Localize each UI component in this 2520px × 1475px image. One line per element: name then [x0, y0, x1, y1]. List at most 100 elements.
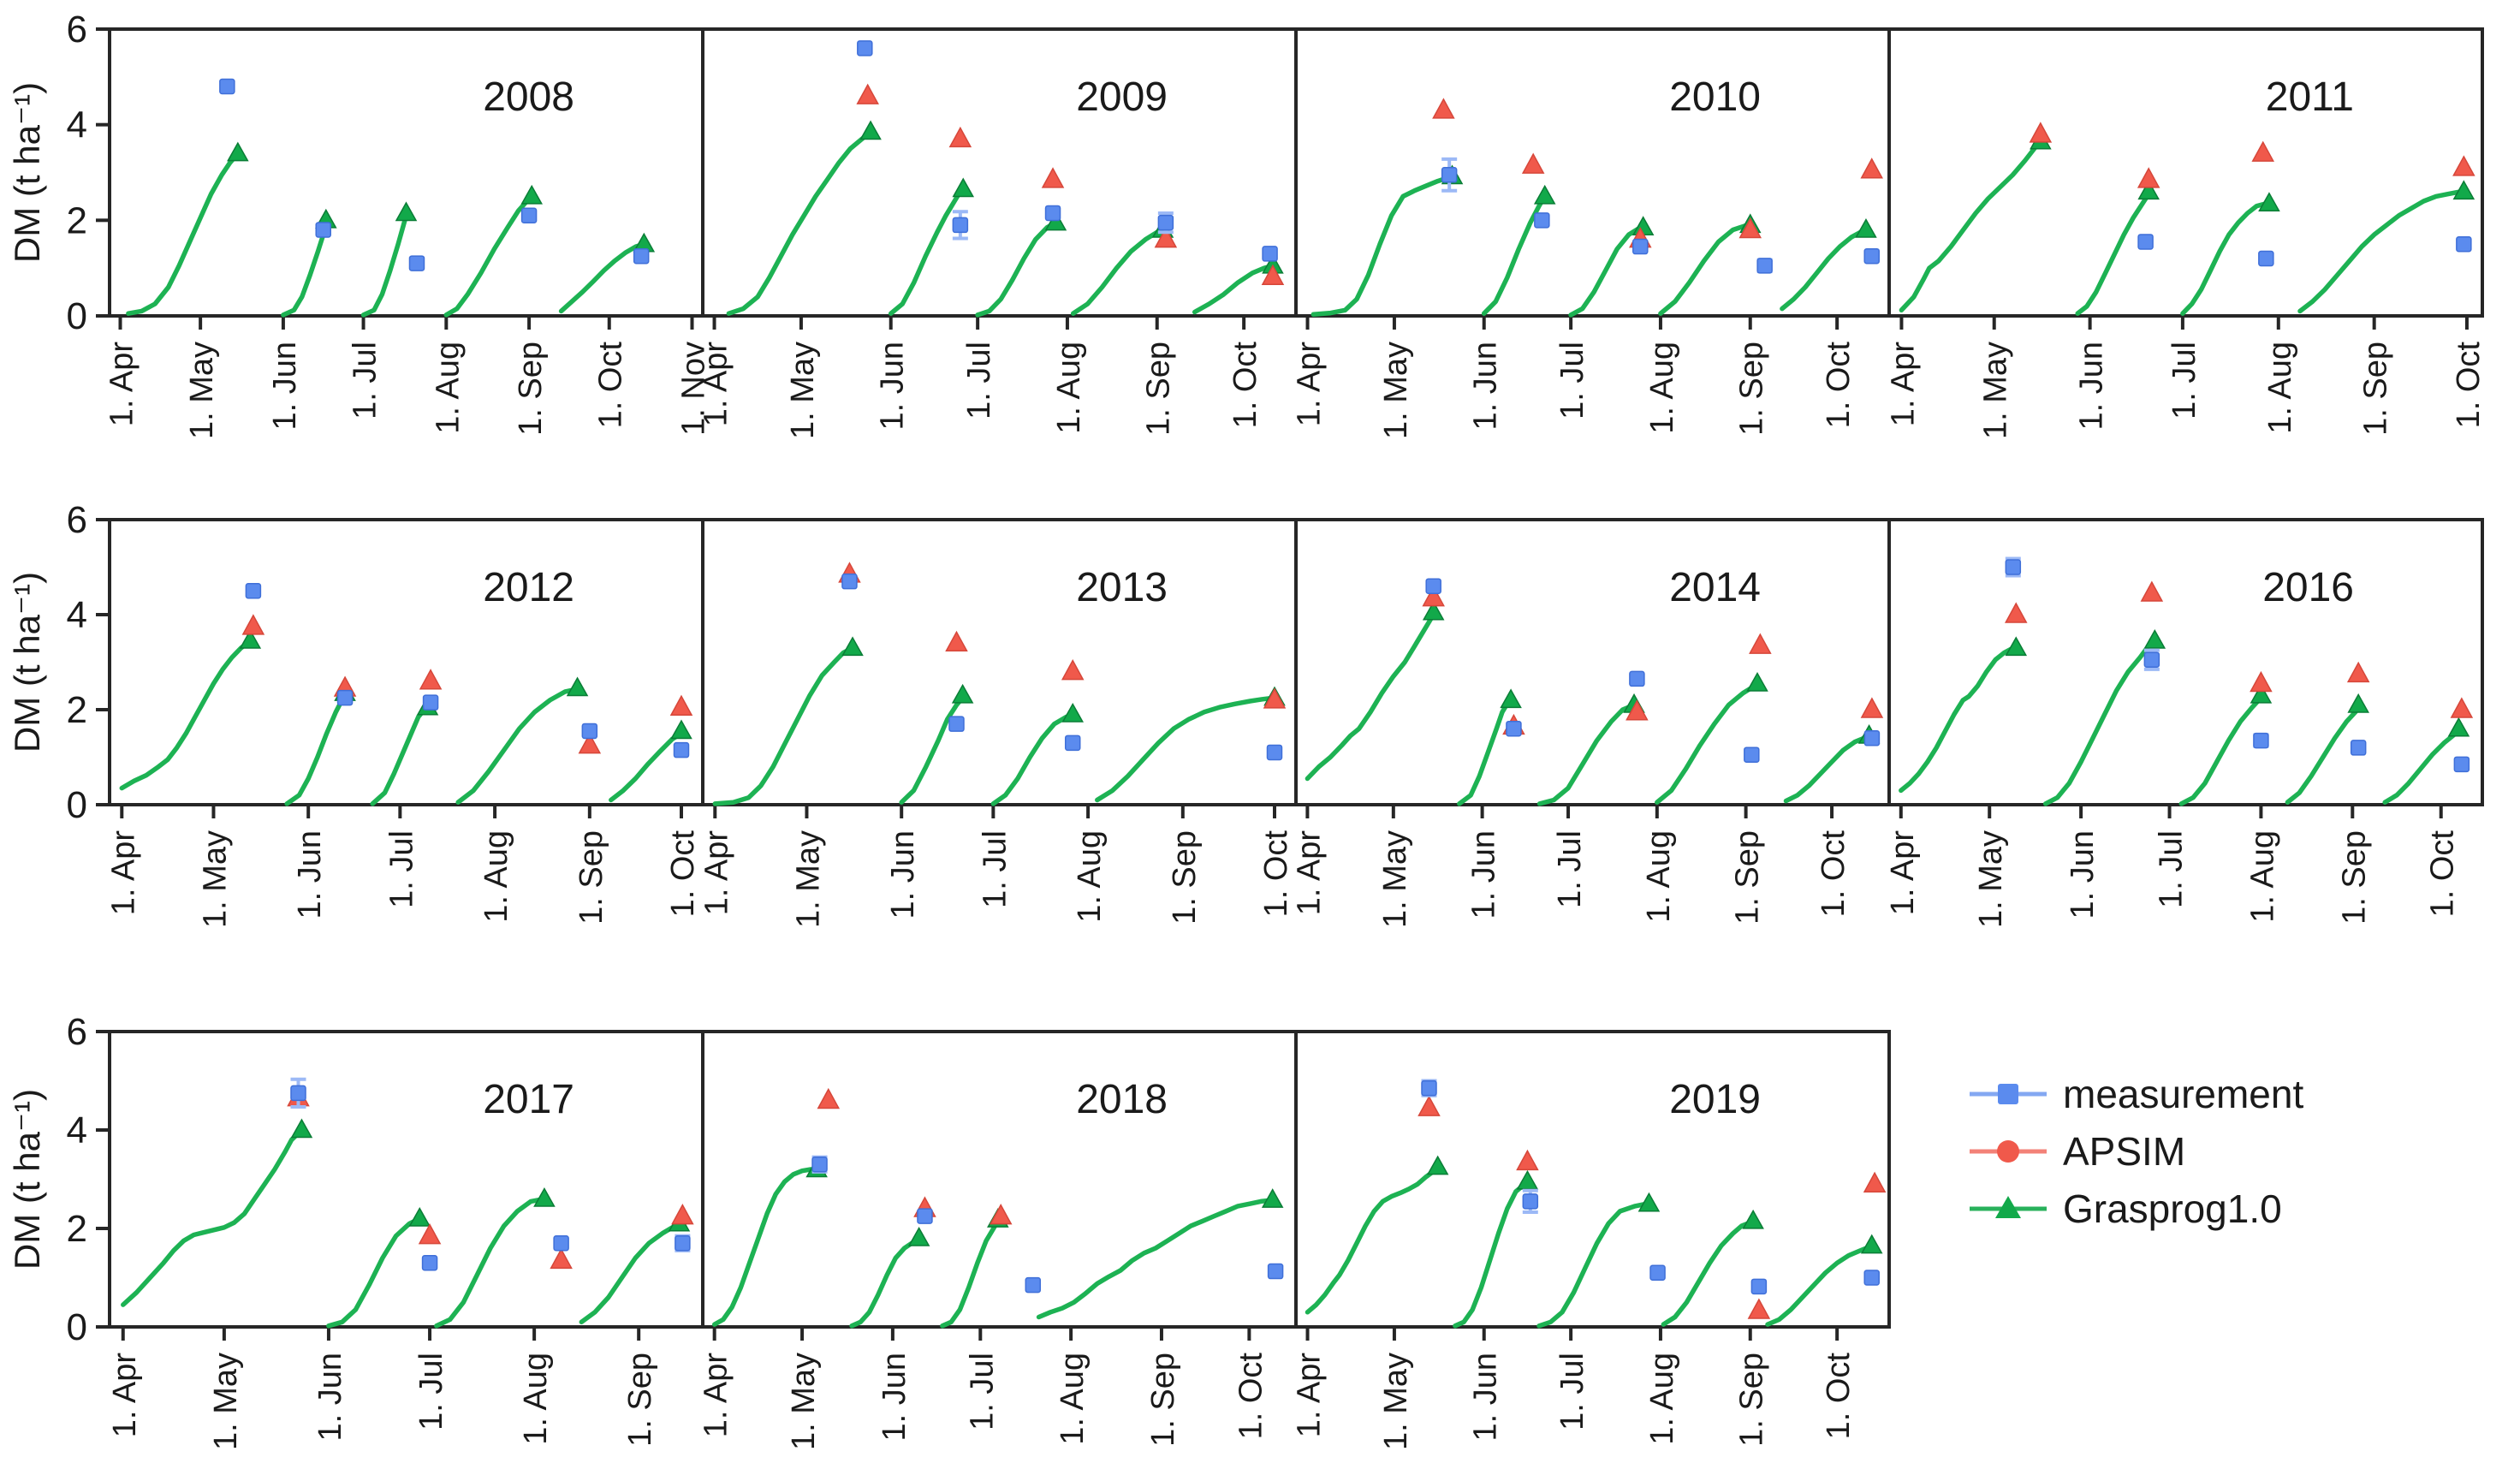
measurement-point [1750, 1278, 1768, 1295]
measurement-point [633, 247, 650, 265]
panel-border [701, 1030, 1298, 1329]
legend-item-grasprog: Grasprog1.0 [1967, 1180, 2303, 1237]
grasprog-point [408, 1206, 431, 1227]
panel-border [108, 1030, 704, 1329]
x-tick-label: 1. Sep [2358, 342, 2394, 436]
panel-border [701, 27, 1298, 318]
y-tick-label: 4 [67, 104, 87, 146]
measurement-point [1064, 735, 1081, 752]
apsim-point [1626, 699, 1649, 721]
y-tick-label: 2 [67, 689, 87, 731]
year-label: 2009 [1076, 74, 1168, 120]
grasprog-point [290, 1118, 313, 1139]
x-tick-label: 1. May [1378, 1353, 1414, 1450]
grasprog-point [1516, 1169, 1539, 1190]
x-tick-label: 1. Oct [1233, 1353, 1269, 1440]
measurement-point [219, 78, 235, 95]
measurement-point [857, 40, 873, 57]
x-tick-label: 1. Jul [1554, 342, 1590, 419]
apsim-point [669, 694, 693, 716]
y-axis-title: DM (t ha⁻¹) [7, 572, 47, 752]
grasprog-point [566, 676, 589, 697]
panel-2013: 2013 1. Apr 1. May 1. Jun 1. Jul 1. Aug 1. Sep… [698, 518, 1298, 928]
x-tick-label: 1. Aug [518, 1353, 554, 1445]
x-tick-label: 1. Sep [1730, 830, 1766, 925]
x-tick-label: 1. Oct [1258, 830, 1294, 918]
x-tick-label: 1. Jul [1552, 830, 1588, 908]
x-tick-label: 1. Oct [2425, 830, 2461, 918]
measurement-point [1522, 1193, 1539, 1210]
measurement-point [2005, 559, 2022, 575]
x-tick-label: 1. Jul [2154, 830, 2190, 908]
x-tick-label: 1. Jul [348, 342, 383, 419]
measurement-point [1506, 720, 1522, 737]
grasprog-growth-line [990, 711, 1075, 806]
grasprog-growth-line [2180, 201, 2269, 316]
x-tick-label: 1. Oct [593, 342, 629, 429]
grasprog-point [1855, 217, 1877, 238]
grasprog-growth-line [1536, 1201, 1649, 1329]
grasprog-point [2137, 180, 2160, 200]
grasprog-point [951, 683, 974, 704]
grasprog-point [1860, 1234, 1883, 1254]
grasprog-growth-line [2285, 705, 2361, 805]
grasprog-point [1422, 600, 1445, 621]
apsim-point [1041, 167, 1065, 188]
grasprog-point [227, 141, 249, 162]
panel-2008: 2008 1. Apr 1. May 1. Jun 1. Jul 1. Aug 1. Sep… [7, 9, 712, 439]
apsim-point [2140, 580, 2164, 602]
panel-border [108, 518, 704, 806]
apsim-point [1521, 152, 1545, 174]
grasprog-growth-line [1070, 227, 1166, 316]
measurement-point [336, 689, 354, 706]
measurement-point [811, 1157, 828, 1173]
grasprog-point [952, 177, 975, 198]
measurement-point [553, 1235, 569, 1252]
x-tick-label: 1. May [197, 830, 233, 928]
measurement-point [422, 694, 439, 711]
apsim-point [856, 83, 879, 104]
x-tick-label: 1. Sep [1145, 1353, 1181, 1447]
x-tick-label: 1. Jun [1466, 830, 1502, 919]
apsim-point [2029, 122, 2053, 143]
grasprog-point [239, 628, 262, 649]
apsim-point [2250, 670, 2273, 693]
measurement-point [1267, 1263, 1284, 1280]
apsim-point [945, 630, 968, 652]
apsim-point [2450, 697, 2474, 718]
grasprog-growth-line [284, 693, 348, 806]
x-tick-label: 1. Jul [413, 1353, 449, 1430]
x-tick-label: 1. Apr [1292, 342, 1328, 427]
grasprog-growth-line [1536, 702, 1637, 806]
x-tick-label: 1. Oct [1821, 342, 1857, 429]
legend-label-apsim: APSIM [2063, 1128, 2186, 1174]
grasprog-point [2452, 180, 2475, 200]
grasprog-growth-line [1783, 735, 1869, 804]
apsim-point [948, 126, 972, 148]
panel-border [1294, 27, 1891, 318]
year-label: 2010 [1669, 74, 1761, 120]
grasprog-point [2005, 636, 2028, 657]
apsim-point [578, 733, 602, 754]
grasprog-growth-line [360, 213, 409, 318]
x-tick-label: 1. Sep [513, 342, 549, 436]
grasprog-point [395, 201, 418, 222]
apsim-point [1516, 1149, 1539, 1171]
apsim-point [989, 1204, 1013, 1225]
grasprog-growth-line [1457, 699, 1511, 806]
measurement-point [1534, 212, 1550, 229]
measurement-marker-icon [1970, 1083, 2047, 1104]
grasprog-growth-line [579, 1222, 682, 1325]
grasprog-growth-line [126, 151, 241, 316]
x-tick-label: 1. Jul [961, 342, 997, 419]
x-tick-label: 1. May [184, 342, 220, 439]
measurement-point [1044, 205, 1061, 222]
panel-2016: 2016 1. Apr 1. May 1. Jun 1. Jul 1. Aug 1. Sep… [1885, 518, 2484, 928]
measurement-point [1863, 730, 1881, 746]
panel-border [1887, 518, 2484, 806]
measurement-point [1421, 1079, 1437, 1097]
grasprog-growth-line [1655, 683, 1757, 805]
year-label: 2019 [1669, 1077, 1761, 1122]
apsim-point [2137, 167, 2160, 188]
x-tick-label: 1. Sep [2336, 830, 2372, 925]
